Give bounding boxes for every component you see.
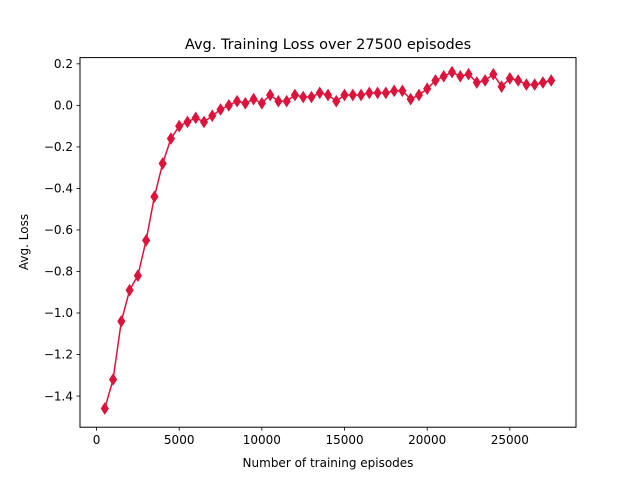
data-point — [480, 74, 490, 87]
x-tick-label: 5000 — [164, 433, 195, 447]
y-tick-label: −0.6 — [44, 223, 73, 237]
data-point — [232, 94, 242, 108]
x-tick-label: 0 — [93, 433, 101, 447]
data-point — [117, 314, 126, 328]
data-point — [241, 96, 250, 110]
data-point — [423, 82, 432, 96]
data-point — [307, 90, 316, 104]
data-point — [191, 111, 200, 125]
data-point — [216, 103, 225, 116]
data-point — [530, 78, 539, 91]
data-point — [249, 92, 258, 106]
x-tick-label: 10000 — [243, 433, 281, 447]
data-point — [315, 86, 324, 100]
y-tick-label: −1.2 — [44, 348, 73, 362]
y-tick-label: −1.4 — [44, 389, 73, 403]
data-point — [381, 86, 390, 100]
data-point — [199, 115, 209, 129]
data-point — [224, 99, 233, 112]
data-point — [158, 157, 167, 170]
data-point — [183, 115, 192, 129]
data-point — [150, 190, 159, 204]
data-point — [464, 67, 473, 81]
x-axis: 0 5000 10000 15000 20000 25000 — [93, 427, 529, 447]
data-point — [497, 80, 506, 94]
plot-area — [100, 65, 556, 415]
data-point — [489, 67, 498, 81]
data-point — [100, 402, 109, 415]
data-point — [257, 96, 266, 110]
data-point — [356, 88, 366, 102]
x-tick-label: 25000 — [491, 433, 529, 447]
data-point — [398, 84, 407, 98]
y-tick-label: −0.2 — [44, 140, 73, 154]
x-tick-label: 20000 — [408, 433, 446, 447]
data-point — [125, 283, 134, 297]
y-axis-label: Avg. Loss — [17, 214, 31, 270]
data-point — [472, 76, 481, 89]
data-point — [290, 88, 300, 102]
data-point — [538, 76, 548, 89]
data-point — [274, 94, 283, 108]
data-point — [390, 84, 399, 98]
data-point — [365, 86, 374, 100]
data-point — [299, 90, 308, 104]
x-axis-label: Number of training episodes — [243, 456, 414, 470]
data-point — [439, 69, 448, 83]
y-tick-label: −1.0 — [44, 306, 73, 320]
data-point — [505, 72, 514, 85]
y-tick-label: −0.4 — [44, 182, 73, 196]
data-point — [414, 88, 424, 102]
data-point — [373, 86, 382, 100]
data-point — [332, 94, 341, 108]
data-point — [108, 373, 118, 386]
data-point — [266, 88, 275, 102]
series-line-0 — [104, 71, 552, 409]
data-point — [340, 88, 349, 102]
chart-title: Avg. Training Loss over 27500 episodes — [185, 37, 471, 53]
data-point — [348, 88, 357, 102]
data-point — [406, 92, 415, 106]
data-point — [208, 109, 217, 123]
data-point — [133, 269, 142, 282]
y-tick-label: 0.0 — [54, 99, 73, 113]
data-point — [447, 65, 457, 79]
y-tick-label: −0.8 — [44, 265, 73, 279]
data-point — [142, 233, 151, 247]
x-tick-label: 15000 — [325, 433, 363, 447]
data-point — [323, 88, 333, 102]
y-tick-label: 0.2 — [54, 57, 73, 71]
data-point — [431, 74, 440, 87]
data-point — [175, 119, 184, 133]
data-point — [456, 69, 465, 83]
data-point — [166, 132, 176, 145]
data-point — [522, 78, 531, 91]
y-axis: −1.4 −1.2 −1.0 −0.8 −0.6 −0.4 −0.2 0.0 0.2 — [44, 57, 80, 403]
data-point — [282, 94, 291, 108]
axes-frame — [79, 57, 577, 428]
data-point — [514, 74, 523, 87]
data-point — [547, 74, 556, 87]
